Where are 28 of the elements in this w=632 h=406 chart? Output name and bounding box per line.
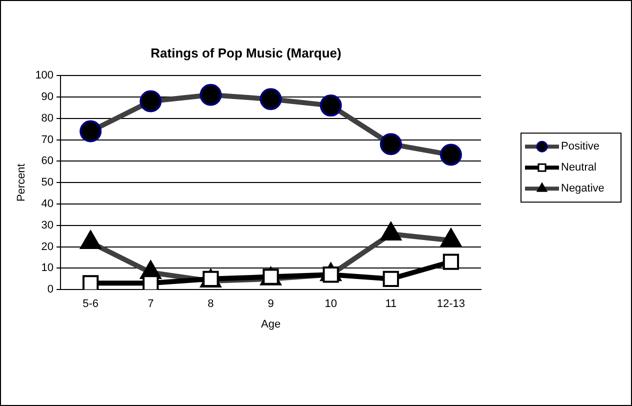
chart-title: Ratings of Pop Music (Marque) xyxy=(150,45,342,60)
x-tick-label: 11 xyxy=(385,298,397,310)
point xyxy=(142,275,159,290)
y-tick-label: 50 xyxy=(41,176,54,189)
x-tick-label: 10 xyxy=(324,298,337,310)
y-tick-label: 60 xyxy=(41,155,54,168)
legend-label: Negative xyxy=(561,182,604,195)
x-tick-label: 9 xyxy=(268,298,274,310)
y-axis-title: Percent xyxy=(16,164,28,202)
legend-label: Neutral xyxy=(561,162,596,174)
point xyxy=(82,275,99,290)
y-tick-label: 40 xyxy=(41,198,54,210)
x-tick-label: 5-6 xyxy=(82,298,99,310)
x-tick-label: 7 xyxy=(148,298,154,310)
y-tick-label: 10 xyxy=(41,262,54,274)
legend-label: Positive xyxy=(561,140,600,153)
y-tick-label: 0 xyxy=(47,284,54,296)
x-tick-label: 12-13 xyxy=(436,298,466,310)
point xyxy=(382,270,399,287)
x-axis-title: Age xyxy=(260,318,281,330)
y-tick-label: 90 xyxy=(41,91,54,104)
point xyxy=(442,254,460,270)
x-tick-label: 8 xyxy=(208,298,214,310)
y-tick-label: 80 xyxy=(41,112,54,124)
y-tick-label: 70 xyxy=(41,134,54,146)
y-tick-label: 20 xyxy=(41,240,54,253)
y-tick-label: 100 xyxy=(35,70,54,82)
y-tick-label: 30 xyxy=(41,219,54,232)
